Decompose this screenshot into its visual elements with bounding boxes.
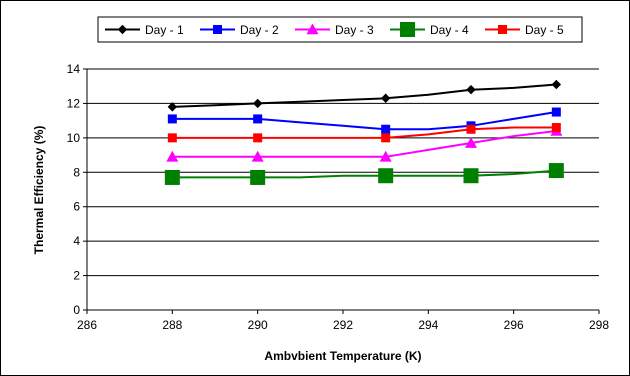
data-point bbox=[551, 79, 562, 90]
data-point bbox=[551, 123, 561, 133]
data-point bbox=[167, 102, 178, 112]
legend-label: Day - 2 bbox=[240, 23, 279, 37]
series-line bbox=[172, 111, 557, 131]
y-tick-label: 12 bbox=[67, 96, 81, 110]
y-axis-title: Thermal Efficiency (%) bbox=[32, 126, 46, 255]
data-point bbox=[166, 150, 179, 162]
data-point bbox=[251, 150, 264, 162]
legend-marker bbox=[213, 25, 222, 34]
x-tick-label: 286 bbox=[77, 318, 97, 332]
y-tick-label: 14 bbox=[67, 62, 81, 76]
data-point bbox=[379, 150, 392, 162]
data-point bbox=[253, 133, 263, 143]
x-tick-label: 298 bbox=[589, 318, 609, 332]
series-day-1 bbox=[167, 79, 562, 112]
legend-marker bbox=[498, 25, 507, 34]
x-axis-title: Ambvbient Temperature (K) bbox=[264, 349, 421, 363]
y-tick-label: 10 bbox=[67, 131, 81, 145]
y-tick-label: 2 bbox=[73, 269, 80, 283]
series-lines bbox=[164, 79, 564, 185]
data-point bbox=[167, 114, 177, 124]
legend-label: Day - 5 bbox=[525, 23, 564, 37]
legend: Day - 1 Day - 2 Day - 3 Day - 4 Day - 5 bbox=[97, 16, 583, 43]
x-tick-label: 292 bbox=[333, 318, 353, 332]
legend-item: Day - 2 bbox=[200, 23, 279, 37]
x-tick-labels: 286 288 290 292 294 296 298 bbox=[77, 310, 609, 332]
y-tick-label: 4 bbox=[73, 234, 80, 248]
legend-item: Day - 5 bbox=[485, 23, 564, 37]
y-tick-label: 6 bbox=[73, 200, 80, 214]
x-tick-label: 294 bbox=[418, 318, 438, 332]
y-tick-label: 0 bbox=[73, 303, 80, 317]
data-point bbox=[463, 168, 479, 184]
x-tick-label: 296 bbox=[504, 318, 524, 332]
y-tick-label: 8 bbox=[73, 165, 80, 179]
data-point bbox=[380, 93, 391, 103]
legend-item: Day - 4 bbox=[390, 22, 469, 37]
legend-marker bbox=[400, 22, 415, 37]
data-point bbox=[250, 169, 266, 185]
series-line bbox=[172, 130, 557, 158]
data-point bbox=[548, 163, 564, 179]
data-point bbox=[465, 137, 477, 148]
data-point bbox=[167, 133, 177, 143]
legend-marker bbox=[117, 24, 128, 35]
y-tick-labels: 0 2 4 6 8 10 12 14 bbox=[67, 62, 87, 317]
series-line bbox=[172, 169, 557, 179]
data-point bbox=[381, 133, 391, 143]
series-line bbox=[172, 126, 557, 139]
legend-item: Day - 3 bbox=[295, 23, 374, 37]
data-point bbox=[466, 124, 476, 134]
legend-item: Day - 1 bbox=[105, 23, 184, 37]
x-tick-label: 288 bbox=[162, 318, 182, 332]
legend-items: Day - 1 Day - 2 Day - 3 Day - 4 Day - 5 bbox=[105, 22, 564, 37]
legend-label: Day - 1 bbox=[145, 23, 184, 37]
legend-marker bbox=[306, 23, 319, 35]
data-point bbox=[164, 169, 180, 185]
data-point bbox=[466, 84, 476, 95]
series-day-4 bbox=[164, 163, 564, 185]
data-point bbox=[551, 107, 561, 117]
data-point bbox=[381, 124, 391, 134]
legend-label: Day - 4 bbox=[430, 23, 469, 37]
data-point bbox=[252, 98, 263, 109]
legend-label: Day - 3 bbox=[335, 23, 374, 37]
x-tick-label: 290 bbox=[248, 318, 268, 332]
data-point bbox=[378, 168, 394, 184]
data-point bbox=[253, 114, 263, 124]
plot-area bbox=[87, 69, 599, 310]
series-day-5 bbox=[167, 123, 561, 143]
